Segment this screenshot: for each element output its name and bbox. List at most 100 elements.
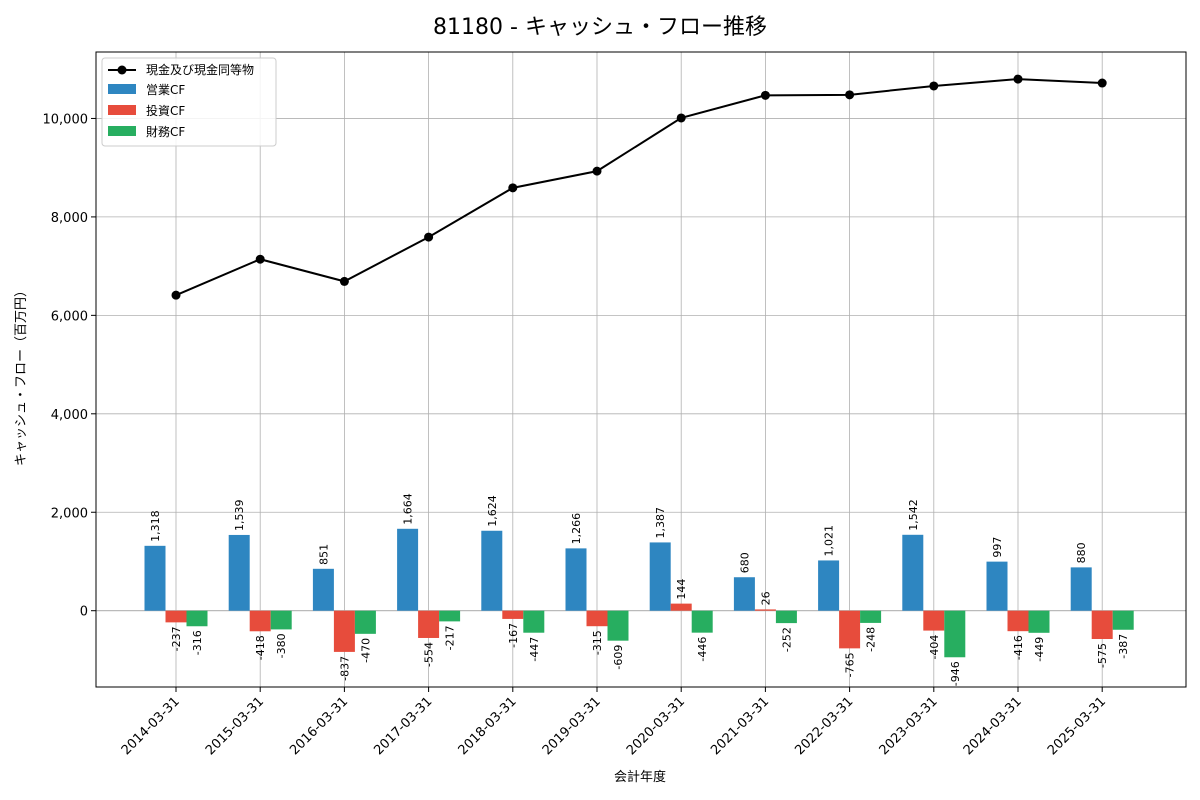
bar-value-label: -404 — [928, 635, 941, 660]
bar-2 — [249, 610, 271, 632]
bar-1 — [397, 528, 419, 611]
legend-swatch — [108, 105, 136, 115]
bar-1 — [818, 560, 840, 611]
bar-3 — [691, 610, 713, 633]
bar-2 — [586, 610, 608, 627]
bar-value-label: 880 — [1075, 542, 1088, 563]
bar-2 — [165, 610, 187, 623]
bar-value-label: 1,664 — [402, 493, 415, 525]
legend-marker — [117, 65, 127, 75]
bar-value-label: 144 — [675, 579, 688, 600]
x-axis-label: 会計年度 — [614, 769, 666, 785]
bar-2 — [839, 610, 861, 649]
cash-point — [508, 183, 518, 193]
bar-value-label: 1,539 — [233, 499, 246, 531]
bar-3 — [1028, 610, 1050, 633]
x-tick-label: 2022-03-31 — [792, 694, 856, 758]
bar-value-label: -470 — [359, 638, 372, 663]
legend-swatch — [108, 126, 136, 136]
bar-value-label: -167 — [507, 623, 520, 648]
bar-value-label: 1,266 — [570, 513, 583, 545]
legend-label: 財務CF — [146, 124, 185, 139]
x-tick-label: 2025-03-31 — [1045, 694, 1109, 758]
x-tick-label: 2015-03-31 — [203, 694, 267, 758]
cash-point — [1013, 74, 1023, 84]
bar-value-label: 851 — [317, 544, 330, 565]
bar-value-label: -387 — [1117, 634, 1130, 659]
bar-1 — [649, 542, 671, 611]
bar-value-label: -946 — [949, 661, 962, 686]
bar-value-label: 1,021 — [823, 525, 836, 557]
bar-2 — [502, 610, 524, 619]
bar-value-label: -252 — [780, 627, 793, 652]
x-tick-label: 2023-03-31 — [877, 694, 941, 758]
plot-frame — [95, 51, 1187, 688]
bar-1 — [481, 530, 503, 611]
bar-2 — [754, 609, 776, 611]
cash-point — [424, 232, 434, 242]
x-tick-label: 2017-03-31 — [371, 694, 435, 758]
bar-3 — [354, 610, 376, 634]
cash-point — [1097, 78, 1107, 88]
bar-1 — [733, 577, 755, 611]
x-tick-label: 2014-03-31 — [119, 694, 183, 758]
bar-1 — [312, 568, 334, 611]
cash-point — [676, 113, 686, 123]
bar-2 — [418, 610, 440, 638]
bar-2 — [333, 610, 355, 652]
cash-point — [760, 90, 770, 100]
bar-value-label: 1,318 — [149, 510, 162, 542]
x-tick-label: 2019-03-31 — [540, 694, 604, 758]
y-tick-label: 6,000 — [51, 309, 88, 324]
bar-3 — [1112, 610, 1134, 630]
bar-value-label: -416 — [1012, 635, 1025, 660]
bar-3 — [860, 610, 882, 623]
bar-value-label: -315 — [591, 630, 604, 655]
bar-value-label: -237 — [170, 626, 183, 651]
bar-value-label: -446 — [696, 637, 709, 662]
legend-swatch — [108, 84, 136, 94]
bar-value-label: 997 — [991, 537, 1004, 558]
bar-1 — [144, 545, 166, 611]
bar-1 — [902, 534, 924, 611]
bar-value-label: -765 — [844, 652, 857, 677]
cash-point — [255, 254, 265, 264]
y-tick-label: 4,000 — [51, 408, 88, 423]
y-tick-label: 8,000 — [51, 211, 88, 226]
legend-label: 営業CF — [146, 83, 185, 97]
bar-3 — [186, 610, 208, 627]
legend-box — [101, 57, 277, 147]
x-tick-label: 2016-03-31 — [287, 694, 351, 758]
bar-value-label: 26 — [759, 591, 772, 605]
cash-point — [339, 276, 349, 286]
bar-1 — [228, 534, 250, 611]
bar-3 — [439, 610, 461, 622]
bar-1 — [565, 548, 587, 611]
y-tick-label: 10,000 — [43, 112, 89, 127]
bar-3 — [775, 610, 797, 624]
bar-1 — [1070, 567, 1092, 611]
bar-value-label: 1,624 — [486, 495, 499, 527]
bar-1 — [986, 561, 1008, 611]
grid — [96, 52, 1186, 687]
y-tick-label: 0 — [80, 605, 88, 620]
data-labels: 1,318 1,539 851 1,664 1,624 1,266 1,387 680 1,02… — [149, 493, 1130, 686]
y-axis-label: キャッシュ・フロー（百万円） — [14, 284, 29, 466]
bar-2 — [1091, 610, 1113, 640]
bar-value-label: -575 — [1096, 643, 1109, 668]
bar-3 — [523, 610, 545, 633]
cash-line — [171, 74, 1107, 300]
y-tick-label: 2,000 — [51, 506, 88, 521]
x-tick-label: 2021-03-31 — [708, 694, 772, 758]
cash-point — [171, 290, 181, 300]
bar-2 — [670, 603, 692, 611]
bar-value-label: -248 — [865, 627, 878, 652]
bar-2 — [923, 610, 945, 631]
x-tick-label: 2024-03-31 — [961, 694, 1025, 758]
legend-label-cash: 現金及び現金同等物 — [146, 62, 254, 77]
bar-3 — [607, 610, 629, 641]
bar-2 — [1007, 610, 1029, 632]
bar-value-label: -837 — [338, 656, 351, 681]
x-tick-label: 2018-03-31 — [456, 694, 520, 758]
bar-3 — [944, 610, 966, 658]
